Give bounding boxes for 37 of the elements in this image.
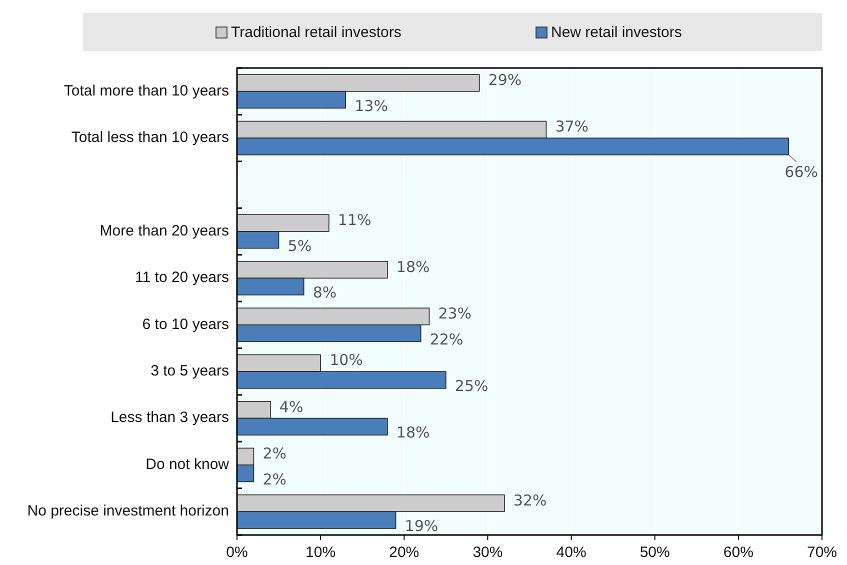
y-tick-label: 6 to 10 years [142,316,229,333]
y-tick-label: 3 to 5 years [150,362,229,380]
data-label: 37% [555,118,589,136]
x-tick-label: 30% [472,544,503,561]
data-label: 11% [338,211,372,230]
data-label: 25% [454,377,488,396]
data-label: 10% [330,351,363,370]
y-tick-label: 11 to 20 years [135,269,229,286]
data-label: 2% [262,444,287,463]
x-tick-label: 50% [640,544,670,561]
data-label: 19% [404,517,438,536]
data-label: 2% [262,470,287,488]
data-label: 13% [354,96,388,115]
data-label: 18% [396,258,430,276]
data-label: 29% [488,71,522,90]
legend-label: Traditional retail investors [231,24,402,41]
data-label: 66% [784,162,818,181]
y-tick-label: No precise investment horizon [27,502,229,520]
x-tick-label: 60% [723,544,754,561]
y-tick-label: Do not know [146,456,230,473]
x-tick-label: 0% [226,544,248,561]
data-label: 23% [438,304,472,323]
data-label: 4% [279,398,304,416]
x-tick-label: 70% [806,544,838,561]
data-label: 32% [513,491,547,510]
data-label: 22% [430,330,464,348]
y-tick-label: Total more than 10 years [64,82,229,100]
x-tick-label: 20% [389,544,420,561]
legend-label: New retail investors [551,24,682,41]
y-tick-label: Total less than 10 years [71,129,229,146]
data-label: 5% [288,236,312,255]
y-tick-label: Less than 3 years [110,409,229,426]
data-label: 8% [312,284,337,302]
y-tick-label: More than 20 years [100,222,229,240]
data-label: 18% [396,424,430,442]
x-tick-label: 40% [556,544,586,561]
x-tick-label: 10% [306,544,336,561]
